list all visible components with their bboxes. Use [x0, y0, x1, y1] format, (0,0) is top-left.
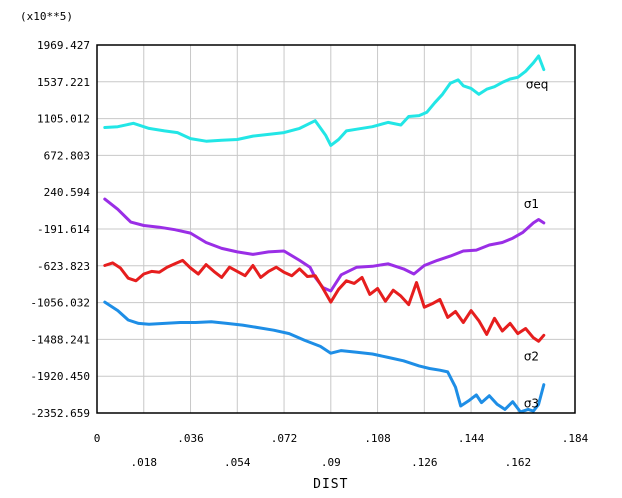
series-label: σ1: [524, 197, 539, 211]
series-labels: σeq σ1 σ2 σ3: [524, 78, 549, 411]
series-label: σ3: [524, 397, 539, 411]
y-tick-label: -2352.659: [30, 407, 90, 420]
x-tick-label: .072: [271, 432, 298, 445]
y-tick-label: -1488.241: [30, 333, 90, 346]
y-tick-label: -623.823: [37, 260, 90, 273]
series-line: [103, 197, 546, 293]
y-tick-label: 1105.012: [37, 113, 90, 126]
series-label: σeq: [526, 78, 549, 92]
y-tick-label: -191.614: [37, 223, 90, 236]
x-tick-labels: 0 .018 .036 .054 .072 .09 .108 .126 .144 .162 .184: [94, 432, 589, 469]
x-tick-label: .144: [458, 432, 485, 445]
y-tick-labels: 1969.427 1537.221 1105.012 672.803 240.594 -1…: [30, 39, 90, 420]
series-lines: [103, 54, 546, 414]
y-scale-label: (x10**5): [20, 10, 73, 23]
series-line: [103, 300, 546, 414]
y-tick-label: 240.594: [44, 186, 91, 199]
plot-frame: [96, 44, 576, 414]
x-tick-label: .036: [177, 432, 204, 445]
x-tick-label: .126: [411, 456, 438, 469]
y-tick-label: -1920.450: [30, 370, 90, 383]
series-label: σ2: [524, 349, 539, 363]
x-tick-label: .054: [224, 456, 251, 469]
x-tick-label: .184: [562, 432, 589, 445]
y-tick-label: 672.803: [44, 149, 90, 162]
x-tick-label: .162: [505, 456, 532, 469]
x-tick-label: 0: [94, 432, 101, 445]
y-tick-label: 1537.221: [37, 76, 90, 89]
y-tick-label: -1056.032: [30, 297, 90, 310]
x-tick-label: .108: [364, 432, 391, 445]
series-line: [103, 54, 546, 147]
x-tick-label: .018: [131, 456, 158, 469]
x-tick-label: .09: [321, 456, 341, 469]
x-axis-title: DIST: [313, 477, 348, 492]
series-line: [103, 258, 546, 343]
y-tick-label: 1969.427: [37, 39, 90, 52]
